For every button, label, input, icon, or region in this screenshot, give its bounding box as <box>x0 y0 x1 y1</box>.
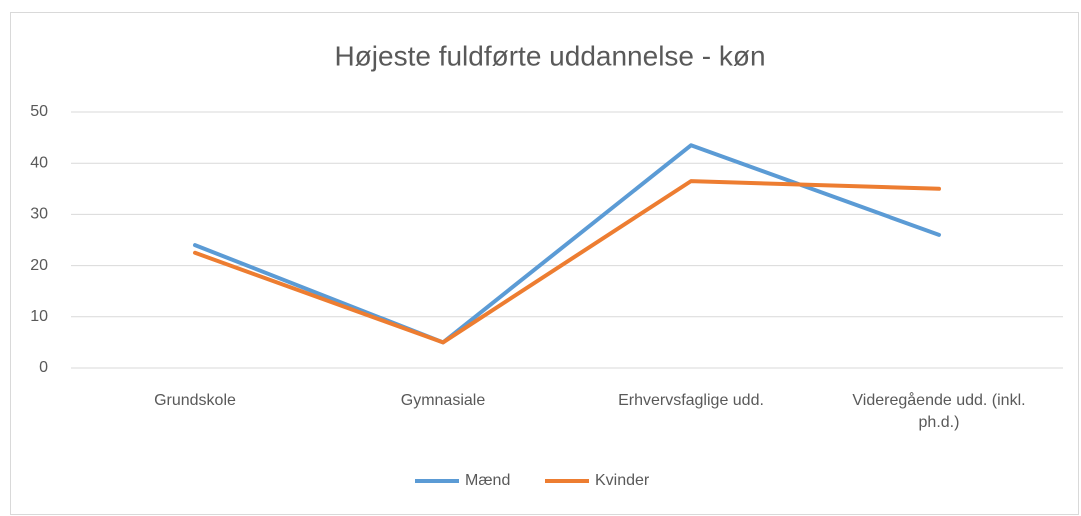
legend-label: Mænd <box>465 472 510 489</box>
chart-title: Højeste fuldførte uddannelse - køn <box>334 40 765 71</box>
x-tick-label-box: Videregående udd. (inkl. ph.d.) <box>852 392 1026 431</box>
x-tick-label-box: Grundskole <box>154 392 236 409</box>
series-line <box>193 179 941 345</box>
y-tick-label: 10 <box>30 308 48 325</box>
y-tick-label: 0 <box>39 359 48 376</box>
y-tick-label: 20 <box>30 257 48 274</box>
series-line <box>193 143 941 345</box>
x-tick-label: Gymnasiale <box>400 392 486 409</box>
x-tick-label-box: Erhvervsfaglige udd. <box>618 392 764 409</box>
x-tick-label: Videregående udd. (inkl. ph.d.) <box>852 392 1026 431</box>
x-tick-label: Erhvervsfaglige udd. <box>618 392 764 409</box>
legend-label: Kvinder <box>595 472 650 489</box>
y-tick-label: 50 <box>30 103 48 120</box>
y-tick-label: 40 <box>30 154 48 171</box>
x-tick-label-box: Gymnasiale <box>400 392 486 409</box>
y-tick-label: 30 <box>30 206 48 223</box>
x-tick-label: Grundskole <box>154 392 236 409</box>
